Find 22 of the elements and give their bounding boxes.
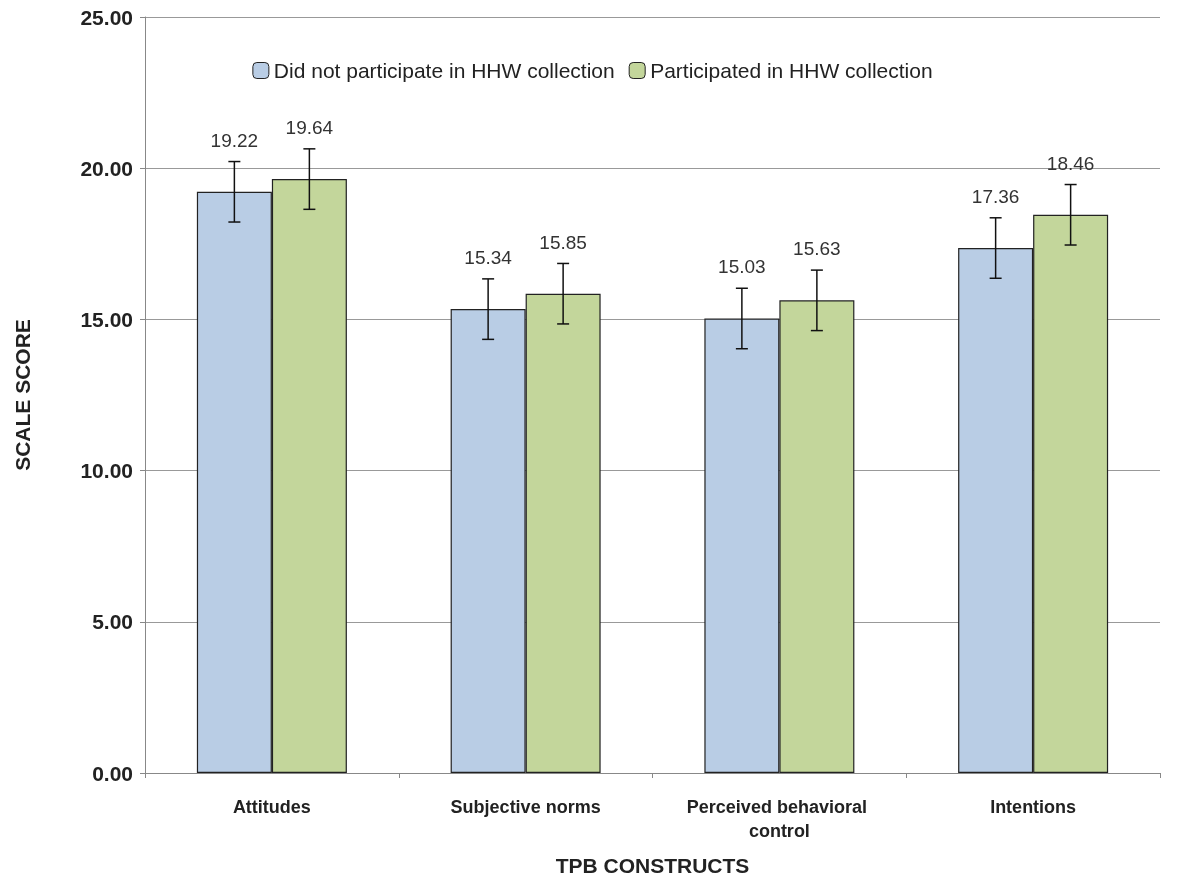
y-tick-label: 25.00: [80, 5, 133, 29]
x-axis-title: TPB CONSTRUCTS: [555, 854, 750, 877]
data-label: 15.85: [539, 231, 587, 253]
y-tick-label: 20.00: [80, 156, 133, 180]
y-tick-label: 0.00: [92, 761, 133, 785]
y-tick-label: 15.00: [80, 307, 133, 331]
data-label: 19.22: [210, 129, 259, 151]
x-tick-label: Attitudes: [232, 797, 311, 817]
y-tick-label: 5.00: [92, 610, 133, 634]
data-label: 15.03: [718, 256, 766, 278]
legend-label: Participated in HHW collection: [650, 59, 933, 82]
data-label: 15.34: [464, 247, 513, 269]
legend-label: Did not participate in HHW collection: [273, 59, 615, 82]
y-axis-title: SCALE SCORE: [11, 319, 34, 471]
x-tick-label: Subjective norms: [450, 797, 601, 817]
data-label: 19.64: [285, 117, 334, 139]
x-tick-label: Perceived behavioral control: [686, 797, 872, 841]
y-tick-label: 10.00: [80, 459, 133, 483]
data-label: 15.63: [793, 238, 841, 260]
data-label: 18.46: [1046, 152, 1095, 174]
data-label: 17.36: [971, 186, 1020, 208]
x-tick-label: Intentions: [990, 797, 1077, 817]
